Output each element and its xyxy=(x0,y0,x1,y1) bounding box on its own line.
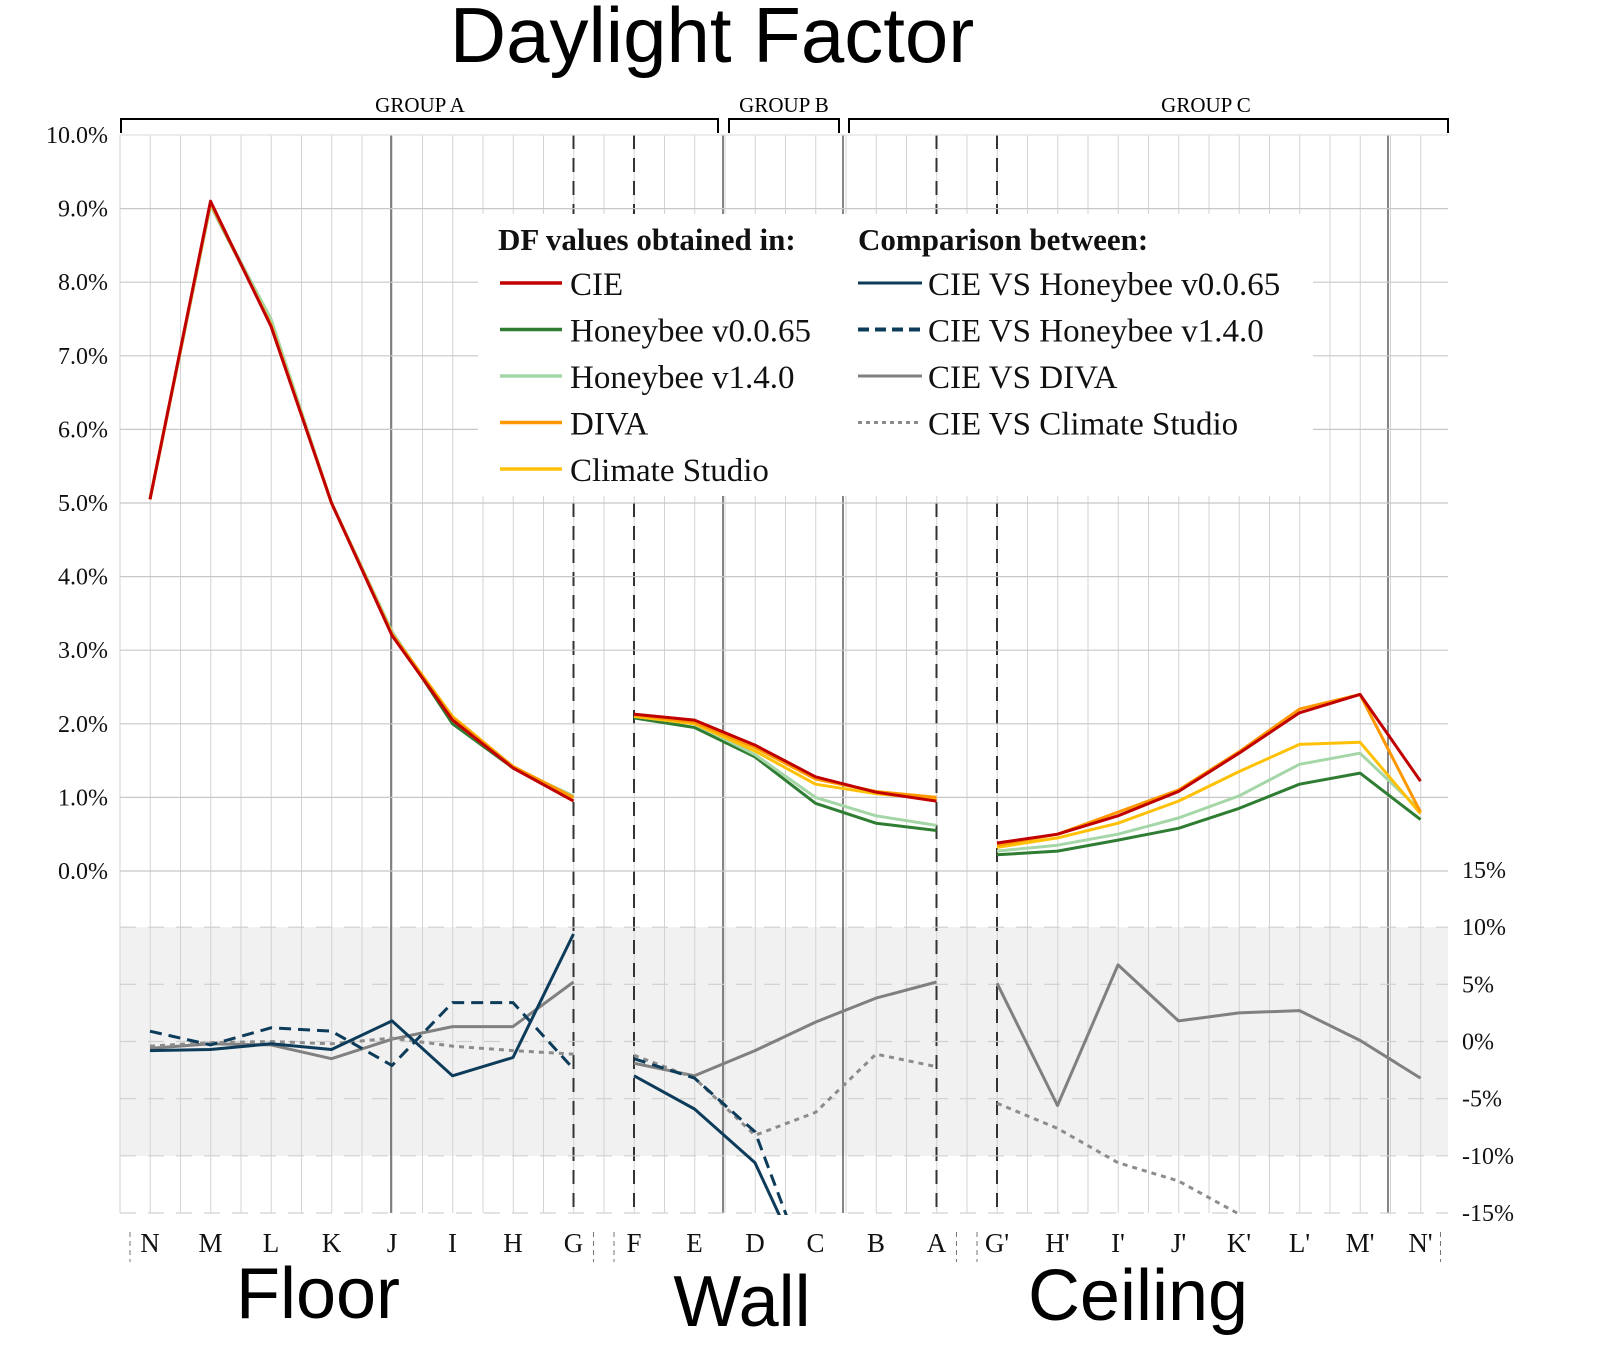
legend-label: Honeybee v1.4.0 xyxy=(570,360,795,396)
category-label: F xyxy=(626,1228,641,1258)
legend: DF values obtained in: Comparison betwee… xyxy=(478,214,1313,496)
category-label: C xyxy=(806,1228,824,1258)
series-line xyxy=(996,751,1422,853)
df-tick-label: 0.0% xyxy=(58,859,108,885)
comparison-series-lines xyxy=(149,933,1422,1215)
comparison-tick-label: -15% xyxy=(1462,1201,1514,1227)
category-label: K' xyxy=(1227,1228,1251,1258)
df-tick-label: 3.0% xyxy=(58,638,108,664)
category-label: G' xyxy=(985,1228,1009,1258)
series-line xyxy=(996,1101,1240,1215)
df-tick-label: 10.0% xyxy=(46,123,108,149)
comparison-tick-label: 0% xyxy=(1462,1030,1494,1056)
group-c-bracket xyxy=(848,118,1449,133)
section-label-wall: Wall xyxy=(673,1262,810,1342)
comparison-tick-label: 5% xyxy=(1462,972,1494,998)
series-line xyxy=(149,933,575,1078)
legend-label: CIE VS Honeybee v1.4.0 xyxy=(928,314,1264,350)
category-label: H xyxy=(503,1228,523,1258)
comparison-tick-label: -10% xyxy=(1462,1144,1514,1170)
chart-title: Daylight Factor xyxy=(450,0,975,79)
category-label: J xyxy=(387,1228,398,1258)
df-tick-label: 2.0% xyxy=(58,712,108,738)
group-b-label: GROUP B xyxy=(739,93,829,117)
series-line xyxy=(633,1074,781,1215)
x-axis-category-labels: N M L K J I H G F E D C B A G' H' I' J' K' L' M' N' xyxy=(129,1228,1441,1262)
comparison-tick-label: 15% xyxy=(1462,858,1506,884)
comparison-series-cie-vs-honeybee-v1-4-0 xyxy=(149,1001,788,1215)
series-line xyxy=(996,740,1422,849)
series-line xyxy=(633,1057,788,1215)
series-line xyxy=(633,712,937,803)
category-label: J' xyxy=(1171,1228,1186,1258)
comparison-axis-ticks: -15% -10% -5% 0% 5% 10% 15% xyxy=(1462,858,1514,1227)
df-tick-label: 9.0% xyxy=(58,197,108,223)
category-label: I' xyxy=(1111,1228,1125,1258)
category-label: H' xyxy=(1045,1228,1069,1258)
legend-background xyxy=(478,214,1313,496)
category-label: G xyxy=(564,1228,584,1258)
series-line xyxy=(996,771,1422,857)
category-label: L' xyxy=(1289,1228,1310,1258)
group-a-bracket xyxy=(120,118,719,133)
category-label: L xyxy=(263,1228,280,1258)
legend-label: Climate Studio xyxy=(570,453,769,489)
legend-cmp-heading: Comparison between: xyxy=(858,222,1148,257)
series-line xyxy=(996,692,1422,845)
category-label: K xyxy=(322,1228,342,1258)
comparison-tick-label: -5% xyxy=(1462,1087,1502,1113)
series-line xyxy=(995,963,1422,1107)
group-brackets: GROUP A GROUP B GROUP C xyxy=(120,93,1449,133)
category-label: D xyxy=(745,1228,765,1258)
category-label: E xyxy=(686,1228,703,1258)
legend-label: CIE VS DIVA xyxy=(928,360,1118,396)
category-label: N' xyxy=(1408,1228,1432,1258)
legend-label: CIE VS Climate Studio xyxy=(928,407,1238,443)
df-axis-ticks: 0.0% 1.0% 2.0% 3.0% 4.0% 5.0% 6.0% 7.0% 8.0% 9.0%… xyxy=(46,123,108,885)
legend-label: Honeybee v0.0.65 xyxy=(570,314,811,350)
group-b-bracket xyxy=(728,118,840,133)
df-series-cie xyxy=(148,199,1422,845)
category-label: B xyxy=(867,1228,885,1258)
category-label: A xyxy=(927,1228,947,1258)
series-line xyxy=(633,1052,937,1137)
legend-label: CIE xyxy=(570,267,623,303)
df-series-lines xyxy=(148,199,1422,857)
group-c-label: GROUP C xyxy=(1161,93,1251,117)
legend-label: CIE VS Honeybee v0.0.65 xyxy=(928,267,1280,303)
df-tick-label: 1.0% xyxy=(58,785,108,811)
series-line xyxy=(149,1036,574,1056)
legend-df-heading: DF values obtained in: xyxy=(498,222,796,257)
series-line xyxy=(633,716,937,832)
df-tick-label: 8.0% xyxy=(58,270,108,296)
legend-label: DIVA xyxy=(570,407,648,443)
group-a-label: GROUP A xyxy=(375,93,465,117)
series-line xyxy=(149,1001,575,1070)
section-label-ceiling: Ceiling xyxy=(1028,1256,1248,1336)
comparison-tick-label: 10% xyxy=(1462,915,1506,941)
category-label: M' xyxy=(1346,1228,1375,1258)
df-tick-label: 5.0% xyxy=(58,491,108,517)
df-tick-label: 6.0% xyxy=(58,417,108,443)
category-label: N xyxy=(140,1228,160,1258)
series-line xyxy=(148,199,575,803)
df-tick-label: 4.0% xyxy=(58,565,108,591)
category-label: M xyxy=(198,1228,222,1258)
category-label: I xyxy=(448,1228,457,1258)
comparison-series-cie-vs-honeybee-v0-0-65 xyxy=(149,933,781,1215)
df-tick-label: 7.0% xyxy=(58,344,108,370)
section-label-floor: Floor xyxy=(236,1254,400,1334)
